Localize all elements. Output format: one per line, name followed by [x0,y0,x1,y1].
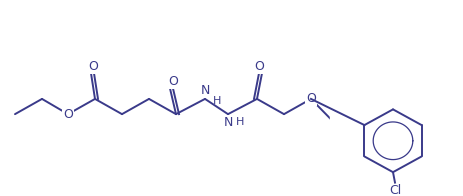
Text: O: O [63,108,73,121]
Text: N: N [223,116,233,129]
Text: N: N [200,84,210,97]
Text: Cl: Cl [389,184,401,196]
Text: H: H [236,117,244,127]
Bar [330,100,463,186]
Text: O: O [254,60,264,73]
Text: O: O [306,93,316,105]
Text: H: H [213,96,221,106]
Text: O: O [88,60,98,73]
Text: O: O [168,75,178,88]
